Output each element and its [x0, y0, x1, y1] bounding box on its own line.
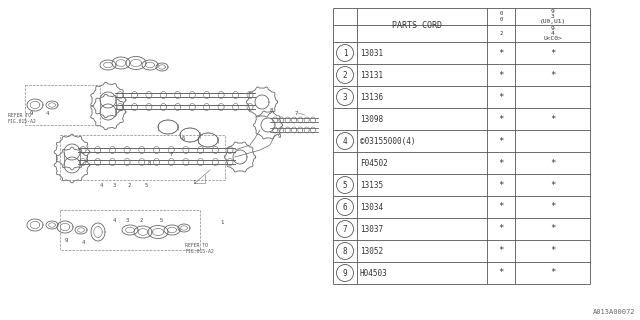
Text: *: * — [499, 268, 504, 277]
Text: *: * — [499, 225, 504, 234]
Text: 5: 5 — [145, 183, 148, 188]
Text: A013A00072: A013A00072 — [593, 309, 635, 315]
Text: 7: 7 — [342, 225, 348, 234]
Text: 3: 3 — [113, 183, 116, 188]
Text: 9
3
(U0,U1): 9 3 (U0,U1) — [540, 9, 566, 24]
Text: 4: 4 — [342, 137, 348, 146]
Text: 9: 9 — [278, 134, 281, 139]
Text: 13031: 13031 — [360, 49, 383, 58]
Text: *: * — [550, 180, 555, 189]
Text: 1: 1 — [192, 180, 195, 185]
Text: REFER TO
FIG.015-A2: REFER TO FIG.015-A2 — [8, 113, 36, 124]
Text: 9: 9 — [30, 111, 33, 116]
Text: *: * — [550, 246, 555, 255]
Text: 1: 1 — [342, 49, 348, 58]
Text: *: * — [550, 158, 555, 167]
Text: 0
0: 0 0 — [499, 11, 502, 22]
Text: 2: 2 — [499, 31, 502, 36]
Text: 13131: 13131 — [360, 70, 383, 79]
Text: 4: 4 — [82, 240, 85, 245]
Text: 6: 6 — [342, 203, 348, 212]
Text: 2: 2 — [342, 70, 348, 79]
Text: 4: 4 — [46, 111, 49, 116]
Text: 3: 3 — [342, 92, 348, 101]
Text: 7: 7 — [295, 111, 298, 116]
Text: *: * — [499, 158, 504, 167]
Text: *: * — [499, 180, 504, 189]
Text: 9: 9 — [342, 268, 348, 277]
Text: H04503: H04503 — [360, 268, 388, 277]
Text: 8: 8 — [270, 108, 273, 113]
Text: *: * — [499, 70, 504, 79]
Text: 2: 2 — [140, 218, 143, 223]
Text: F04502: F04502 — [360, 158, 388, 167]
Text: ©03155000(4): ©03155000(4) — [360, 137, 415, 146]
Text: *: * — [550, 49, 555, 58]
Text: 9
4
U<C0>: 9 4 U<C0> — [543, 26, 562, 41]
Text: 7: 7 — [170, 152, 173, 157]
Text: 9: 9 — [65, 238, 68, 243]
Text: 4: 4 — [113, 218, 116, 223]
Text: *: * — [499, 92, 504, 101]
Text: *: * — [550, 203, 555, 212]
Text: PARTS CORD: PARTS CORD — [392, 20, 442, 29]
Text: REFER TO
FIG.015-A2: REFER TO FIG.015-A2 — [185, 243, 214, 254]
Text: 5: 5 — [342, 180, 348, 189]
Text: 5: 5 — [160, 218, 163, 223]
Text: *: * — [499, 115, 504, 124]
Text: *: * — [499, 49, 504, 58]
Text: 8: 8 — [342, 246, 348, 255]
Text: 13052: 13052 — [360, 246, 383, 255]
Text: 2: 2 — [128, 183, 131, 188]
Text: *: * — [550, 70, 555, 79]
Text: *: * — [499, 246, 504, 255]
Text: 13136: 13136 — [360, 92, 383, 101]
Text: *: * — [499, 137, 504, 146]
Text: 8: 8 — [148, 161, 151, 166]
Text: 13135: 13135 — [360, 180, 383, 189]
Text: 13098: 13098 — [360, 115, 383, 124]
Text: 13037: 13037 — [360, 225, 383, 234]
Text: 3: 3 — [126, 218, 129, 223]
Text: *: * — [499, 203, 504, 212]
Text: 1: 1 — [220, 220, 223, 225]
Text: 4: 4 — [100, 183, 103, 188]
Text: *: * — [550, 115, 555, 124]
Text: *: * — [550, 225, 555, 234]
Text: 13034: 13034 — [360, 203, 383, 212]
Text: 6: 6 — [182, 136, 185, 141]
Text: *: * — [550, 268, 555, 277]
